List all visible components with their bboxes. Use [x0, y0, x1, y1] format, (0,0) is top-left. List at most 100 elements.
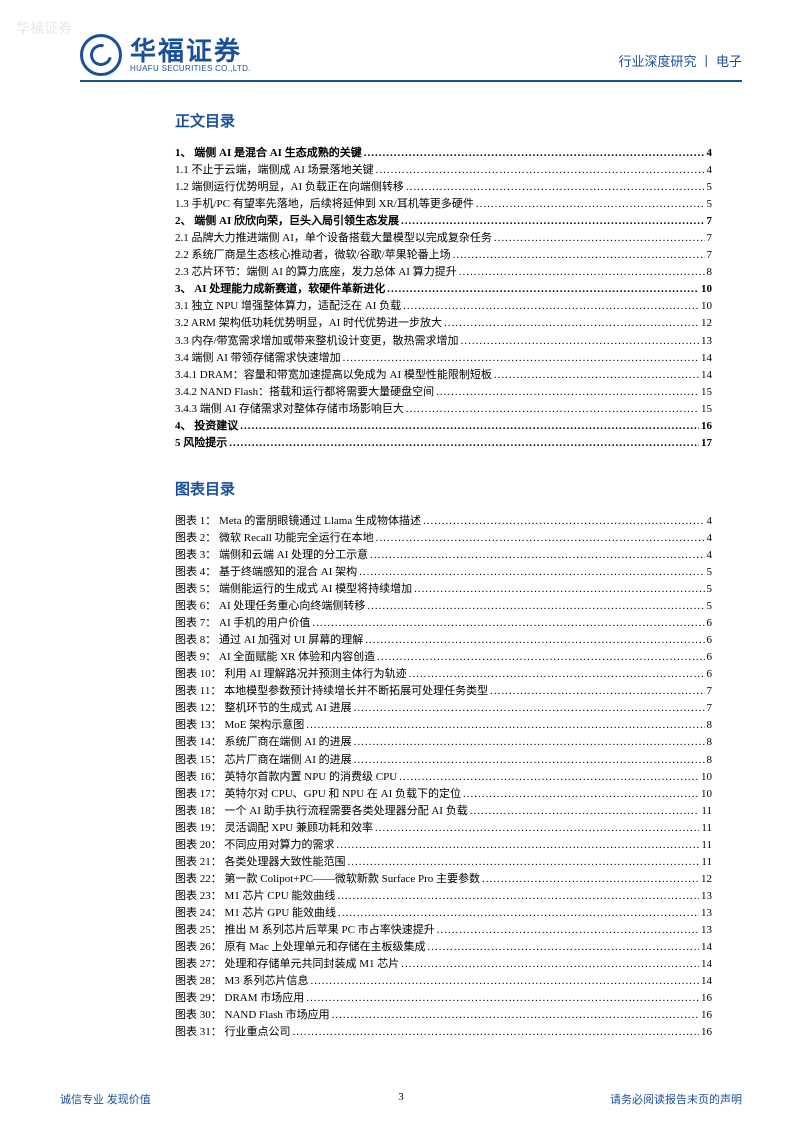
toc-row: 图表 4： 基于终端感知的混合 AI 架构5	[175, 564, 712, 581]
logo-en-text: HUAFU SECURITIES CO.,LTD.	[130, 64, 251, 73]
toc-label: 图表 12： 整机环节的生成式 AI 进展	[175, 700, 352, 717]
toc-label: 图表 15： 芯片厂商在端侧 AI 的进展	[175, 752, 352, 769]
toc-label: 图表 29： DRAM 市场应用	[175, 990, 304, 1007]
toc-row: 3.4.2 NAND Flash：搭载和运行都将需要大量硬盘空间 15	[175, 384, 712, 401]
toc-dots	[437, 922, 699, 939]
toc-dots	[494, 367, 699, 384]
toc-label: 3.4.2 NAND Flash：搭载和运行都将需要大量硬盘空间	[175, 384, 434, 401]
figures-title: 图表目录	[175, 478, 712, 499]
toc-row: 图表 27： 处理和存储单元共同封装成 M1 芯片14	[175, 956, 712, 973]
page-number: 3	[398, 1091, 404, 1103]
toc-page: 13	[701, 333, 712, 350]
toc-label: 图表 16： 英特尔首款内置 NPU 的消费级 CPU	[175, 769, 397, 786]
toc-label: 1.3 手机/PC 有望率先落地，后续将延伸到 XR/耳机等更多硬件	[175, 196, 474, 213]
toc-row: 图表 30： NAND Flash 市场应用16	[175, 1007, 712, 1024]
toc-row: 图表 26： 原有 Mac 上处理单元和存储在主板级集成 14	[175, 939, 712, 956]
toc-dots	[306, 717, 704, 734]
toc-page: 4	[707, 530, 713, 547]
toc-row: 图表 25： 推出 M 系列芯片后苹果 PC 市占率快速提升13	[175, 922, 712, 939]
toc-label: 图表 26： 原有 Mac 上处理单元和存储在主板级集成	[175, 939, 426, 956]
toc-page: 4	[707, 547, 713, 564]
toc-label: 图表 9： AI 全面赋能 XR 体验和内容创造	[175, 649, 375, 666]
toc-list: 1、 端侧 AI 是混合 AI 生态成熟的关键41.1 不止于云端，端侧成 AI…	[175, 145, 712, 452]
toc-dots	[377, 649, 704, 666]
toc-label: 图表 17： 英特尔对 CPU、GPU 和 NPU 在 AI 负载下的定位	[175, 786, 461, 803]
toc-label: 3.4 端侧 AI 带领存储需求快速增加	[175, 350, 341, 367]
toc-dots	[376, 162, 705, 179]
toc-page: 10	[701, 786, 712, 803]
toc-row: 1.3 手机/PC 有望率先落地，后续将延伸到 XR/耳机等更多硬件5	[175, 196, 712, 213]
toc-page: 7	[707, 230, 713, 247]
toc-dots	[354, 734, 705, 751]
toc-row: 2、 端侧 AI 欣欣向荣，巨头入局引领生态发展7	[175, 213, 712, 230]
toc-label: 图表 4： 基于终端感知的混合 AI 架构	[175, 564, 357, 581]
toc-label: 图表 14： 系统厂商在端侧 AI 的进展	[175, 734, 352, 751]
toc-page: 15	[701, 384, 712, 401]
toc-dots	[482, 871, 699, 888]
toc-page: 12	[701, 871, 712, 888]
toc-row: 2.2 系统厂商是生态核心推动者，微软/谷歌/苹果轮番上场7	[175, 247, 712, 264]
toc-page: 4	[707, 145, 713, 162]
logo-cn-text: 华福证券	[130, 38, 251, 64]
toc-label: 图表 1： Meta 的雷朋眼镜通过 Llama 生成物体描述	[175, 513, 421, 530]
toc-page: 8	[707, 734, 713, 751]
toc-page: 13	[701, 888, 712, 905]
watermark: 华福证券	[16, 18, 72, 38]
figures-list: 图表 1： Meta 的雷朋眼镜通过 Llama 生成物体描述4图表 2： 微软…	[175, 513, 712, 1041]
header-category: 行业深度研究 丨 电子	[618, 51, 742, 76]
toc-dots	[332, 1007, 699, 1024]
toc-page: 11	[701, 820, 712, 837]
toc-row: 4、 投资建议16	[175, 418, 712, 435]
toc-row: 图表 2： 微软 Recall 功能完全运行在本地 4	[175, 530, 712, 547]
toc-page: 11	[701, 837, 712, 854]
toc-page: 14	[701, 367, 712, 384]
toc-page: 8	[707, 752, 713, 769]
toc-dots	[401, 213, 705, 230]
toc-label: 图表 30： NAND Flash 市场应用	[175, 1007, 330, 1024]
toc-label: 图表 11： 本地模型参数预计持续增长并不断拓展可处理任务类型	[175, 683, 488, 700]
toc-label: 2、 端侧 AI 欣欣向荣，巨头入局引领生态发展	[175, 213, 399, 230]
toc-row: 3、 AI 处理能力成新赛道，软硬件革新进化10	[175, 281, 712, 298]
toc-dots	[367, 598, 704, 615]
toc-dots	[354, 752, 705, 769]
toc-page: 5	[707, 598, 713, 615]
toc-row: 图表 31： 行业重点公司16	[175, 1024, 712, 1041]
toc-dots	[375, 820, 699, 837]
toc-dots	[423, 513, 705, 530]
toc-row: 图表 9： AI 全面赋能 XR 体验和内容创造6	[175, 649, 712, 666]
toc-row: 图表 12： 整机环节的生成式 AI 进展7	[175, 700, 712, 717]
toc-page: 16	[701, 418, 712, 435]
toc-row: 图表 24： M1 芯片 GPU 能效曲线13	[175, 905, 712, 922]
toc-dots	[312, 615, 704, 632]
toc-page: 8	[707, 264, 713, 281]
toc-dots	[370, 547, 704, 564]
toc-page: 14	[701, 939, 712, 956]
toc-page: 11	[701, 854, 712, 871]
toc-page: 14	[701, 956, 712, 973]
toc-dots	[401, 956, 699, 973]
toc-label: 3.4.1 DRAM：容量和带宽加速提高以免成为 AI 模型性能限制短板	[175, 367, 492, 384]
toc-dots	[240, 418, 699, 435]
toc-dots	[406, 401, 699, 418]
toc-dots	[453, 247, 705, 264]
toc-page: 16	[701, 1024, 712, 1041]
toc-row: 图表 5： 端侧能运行的生成式 AI 模型将持续增加5	[175, 581, 712, 598]
toc-row: 图表 23： M1 芯片 CPU 能效曲线13	[175, 888, 712, 905]
toc-label: 图表 2： 微软 Recall 功能完全运行在本地	[175, 530, 374, 547]
toc-row: 图表 14： 系统厂商在端侧 AI 的进展 8	[175, 734, 712, 751]
toc-label: 图表 8： 通过 AI 加强对 UI 屏幕的理解	[175, 632, 363, 649]
toc-dots	[354, 700, 705, 717]
page-footer: 诚信专业 发现价值 3 请务必阅读报告末页的声明	[60, 1091, 742, 1107]
toc-row: 图表 13： MoE 架构示意图8	[175, 717, 712, 734]
toc-label: 图表 3： 端侧和云端 AI 处理的分工示意	[175, 547, 368, 564]
toc-dots	[459, 264, 705, 281]
toc-page: 13	[701, 922, 712, 939]
toc-page: 7	[707, 683, 713, 700]
toc-row: 图表 15： 芯片厂商在端侧 AI 的进展 8	[175, 752, 712, 769]
toc-dots	[338, 905, 699, 922]
toc-dots	[376, 530, 705, 547]
toc-page: 10	[701, 298, 712, 315]
toc-row: 3.1 独立 NPU 增强整体算力，适配泛在 AI 负载10	[175, 298, 712, 315]
footer-right: 请务必阅读报告末页的声明	[610, 1091, 742, 1107]
toc-page: 16	[701, 990, 712, 1007]
